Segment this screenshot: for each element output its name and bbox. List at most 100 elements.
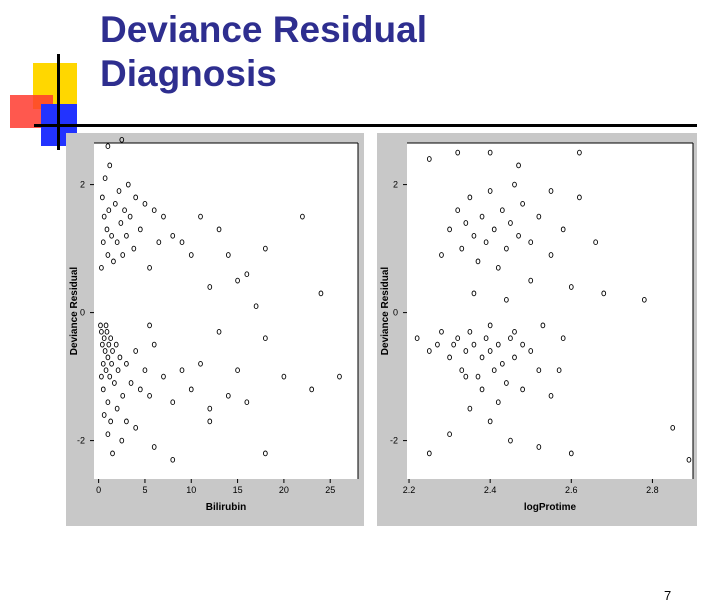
data-point xyxy=(483,335,489,342)
x-tick-label: 5 xyxy=(142,485,147,495)
data-point xyxy=(263,335,268,342)
data-point xyxy=(133,194,139,201)
data-point xyxy=(103,367,109,374)
data-point xyxy=(309,386,315,393)
data-point xyxy=(119,437,125,444)
x-tick-label: 25 xyxy=(325,485,335,495)
page-number: 7 xyxy=(664,588,672,603)
data-point xyxy=(104,226,110,233)
data-point xyxy=(198,360,203,367)
data-point xyxy=(116,188,122,194)
data-point xyxy=(106,341,112,348)
data-point xyxy=(281,373,287,380)
data-point xyxy=(188,252,194,258)
data-point xyxy=(479,386,485,393)
data-point xyxy=(102,348,108,354)
data-point xyxy=(520,200,525,207)
data-point xyxy=(318,290,324,297)
data-point xyxy=(170,232,176,239)
data-point xyxy=(170,399,176,406)
data-point xyxy=(495,264,501,271)
data-point xyxy=(504,380,509,386)
data-point xyxy=(198,213,203,220)
data-point xyxy=(156,239,162,246)
data-point xyxy=(548,392,554,399)
x-axis-title: Bilirubin xyxy=(206,502,247,513)
data-point xyxy=(103,322,109,329)
data-point xyxy=(426,348,432,354)
data-point xyxy=(568,450,574,457)
data-point xyxy=(142,200,148,207)
data-point xyxy=(491,226,497,233)
data-point xyxy=(686,456,692,463)
data-point xyxy=(125,181,131,188)
data-point xyxy=(487,348,493,354)
data-point xyxy=(495,399,501,406)
plot-area xyxy=(407,143,693,479)
data-point xyxy=(101,412,107,418)
data-point xyxy=(528,239,534,246)
data-point xyxy=(504,245,509,252)
data-point xyxy=(100,239,106,246)
data-point xyxy=(107,162,113,169)
data-point xyxy=(100,360,106,367)
data-point xyxy=(455,149,461,156)
data-point xyxy=(114,239,120,246)
data-point xyxy=(483,239,489,246)
data-point xyxy=(113,341,119,348)
x-tick-label: 20 xyxy=(279,485,289,495)
data-point xyxy=(105,143,111,150)
data-point xyxy=(463,373,469,380)
title-rule xyxy=(34,124,697,127)
data-point xyxy=(235,367,240,374)
data-point xyxy=(508,335,513,342)
data-point xyxy=(459,245,465,252)
data-point xyxy=(536,213,542,220)
data-point xyxy=(137,386,143,393)
data-point xyxy=(244,399,250,406)
data-point xyxy=(455,335,461,342)
data-point xyxy=(435,341,440,348)
data-point xyxy=(528,348,534,354)
y-tick-label: 0 xyxy=(393,308,398,318)
data-point xyxy=(99,341,105,348)
data-point xyxy=(467,328,473,335)
data-point xyxy=(475,373,481,380)
data-point xyxy=(467,405,473,412)
data-point xyxy=(101,335,107,342)
data-point xyxy=(263,245,268,252)
data-point xyxy=(147,264,152,271)
y-axis-title: Deviance Residual xyxy=(69,267,80,356)
data-point xyxy=(439,328,444,335)
data-point xyxy=(463,220,469,226)
data-point xyxy=(170,456,176,463)
data-point xyxy=(516,232,521,239)
data-point xyxy=(414,335,420,342)
data-point xyxy=(128,380,134,386)
data-point xyxy=(499,360,505,367)
data-point xyxy=(451,341,457,348)
data-point xyxy=(110,450,115,457)
data-point xyxy=(337,373,342,380)
data-point xyxy=(508,220,513,226)
data-point xyxy=(475,258,481,265)
data-point xyxy=(104,328,110,335)
bilirubin-residual-chart: 0 5 10 15 20 25 -2 0 2 Bilirubin Deviance Residual xyxy=(66,133,364,526)
slide-title-line-1: Deviance Residual xyxy=(100,9,427,50)
data-point xyxy=(593,239,598,246)
data-point xyxy=(225,392,231,399)
x-tick-label: 2.6 xyxy=(565,485,578,495)
x-tick-label: 2.4 xyxy=(484,485,497,495)
data-point xyxy=(495,341,501,348)
data-point xyxy=(105,252,111,258)
data-point xyxy=(105,354,111,361)
data-point xyxy=(109,360,114,367)
data-point xyxy=(142,367,148,374)
data-point xyxy=(577,149,582,156)
data-point xyxy=(479,213,485,220)
y-tick-label: 2 xyxy=(80,180,85,190)
data-point xyxy=(512,354,517,361)
slide-title-line-2: Diagnosis xyxy=(100,53,277,94)
y-tick-label: 0 xyxy=(80,308,85,318)
logprotime-residual-chart: 2.2 2.4 2.6 2.8 -2 0 2 logProtime Deviance Resid… xyxy=(377,133,697,526)
